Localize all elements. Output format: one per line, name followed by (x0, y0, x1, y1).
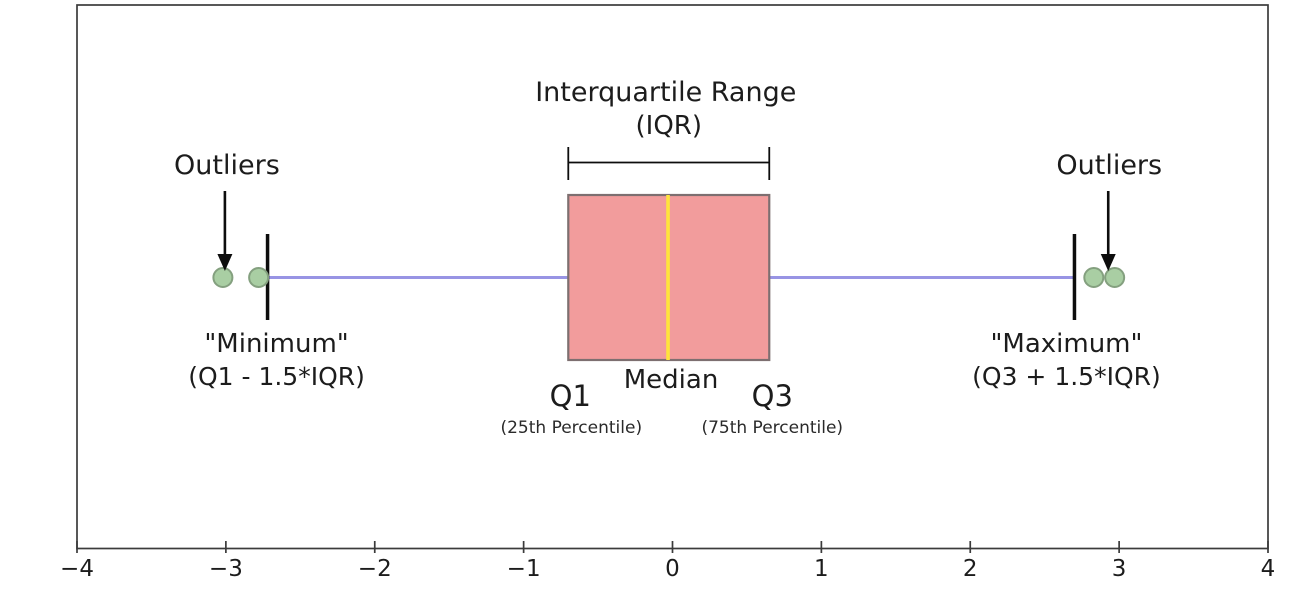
chart-title: Interquartile Range (535, 77, 797, 108)
x-tick-label: 2 (962, 556, 978, 582)
median-label: Median (623, 365, 719, 395)
x-tick-label: 3 (1111, 556, 1127, 582)
outliers-label-right: Outliers (1056, 150, 1163, 181)
x-tick-label: −1 (506, 556, 541, 582)
maximum-formula-label: (Q3 + 1.5*IQR) (972, 362, 1161, 391)
minimum-label: "Minimum" (204, 329, 349, 359)
q1-percentile-label: (25th Percentile) (500, 418, 643, 438)
x-tick-label: −4 (60, 556, 94, 582)
chart-subtitle-iqr: (IQR) (635, 111, 703, 141)
outliers-label-left: Outliers (174, 150, 280, 181)
q3-percentile-label: (75th Percentile) (701, 418, 844, 438)
x-tick-label: 1 (814, 556, 829, 582)
q3-label: Q3 (751, 379, 793, 413)
maximum-label: "Maximum" (990, 329, 1143, 359)
q1-label: Q1 (549, 379, 591, 413)
x-tick-label: −2 (357, 556, 392, 582)
x-tick-label: 4 (1260, 556, 1276, 582)
x-tick-label: −3 (208, 556, 243, 582)
x-tick-label: 0 (665, 556, 680, 582)
minimum-formula-label: (Q1 - 1.5*IQR) (188, 362, 365, 391)
